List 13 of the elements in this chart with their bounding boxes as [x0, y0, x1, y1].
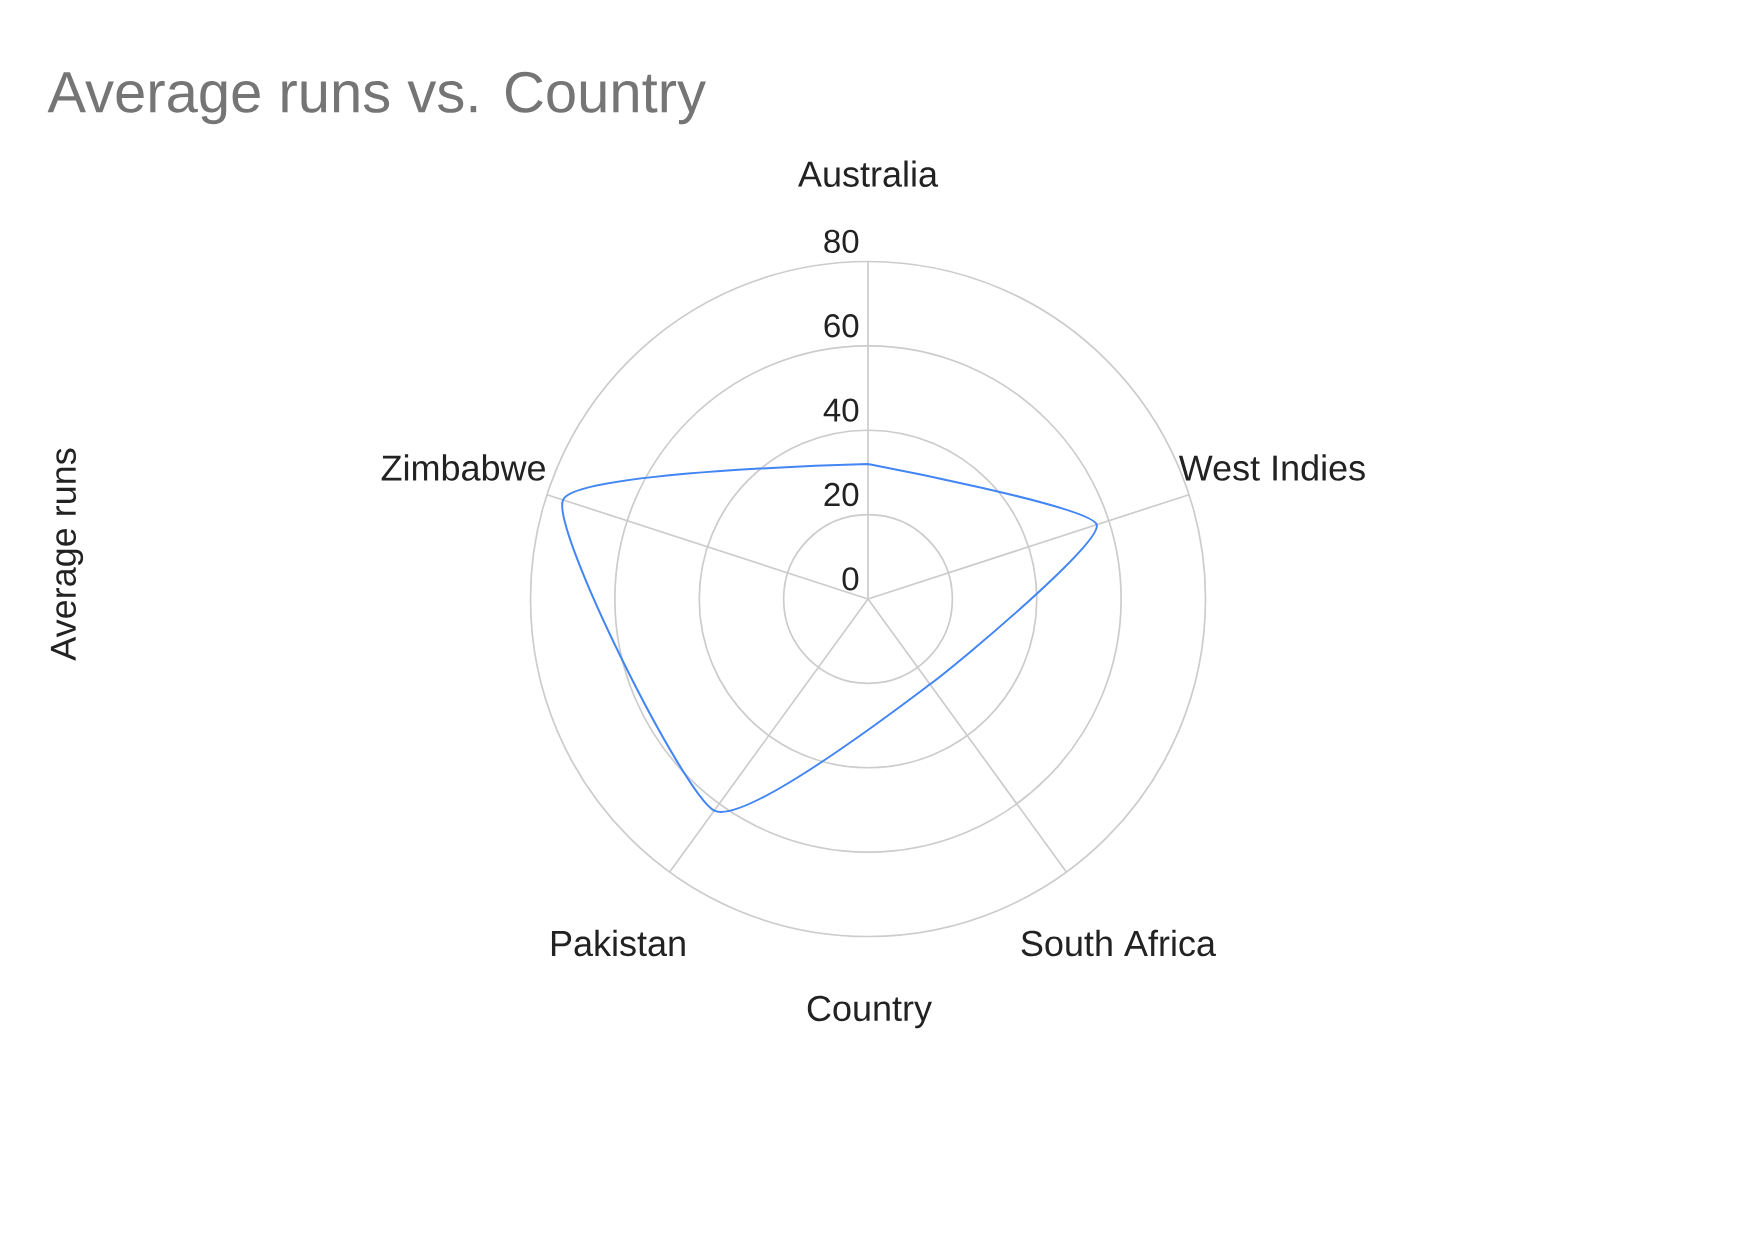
- text: Average runs: [50, 448, 84, 661]
- spoke-label: West Indies: [1178, 454, 1365, 481]
- y-tick-label: 20: [824, 482, 859, 507]
- y-tick-label: 40: [823, 398, 859, 422]
- y-tick-label: 80: [824, 229, 859, 254]
- spoke-label: Zimbabwe: [381, 454, 545, 481]
- y-tick-label: 60: [824, 314, 859, 338]
- spoke-label: South Africa: [1021, 929, 1216, 957]
- spoke-label: Australia: [798, 160, 939, 187]
- y-tick-label: 0: [842, 567, 859, 591]
- text: Country: [807, 995, 932, 1029]
- spoke-label: Pakistan: [551, 929, 685, 957]
- chart-title: Average runs vs. Country: [47, 71, 706, 125]
